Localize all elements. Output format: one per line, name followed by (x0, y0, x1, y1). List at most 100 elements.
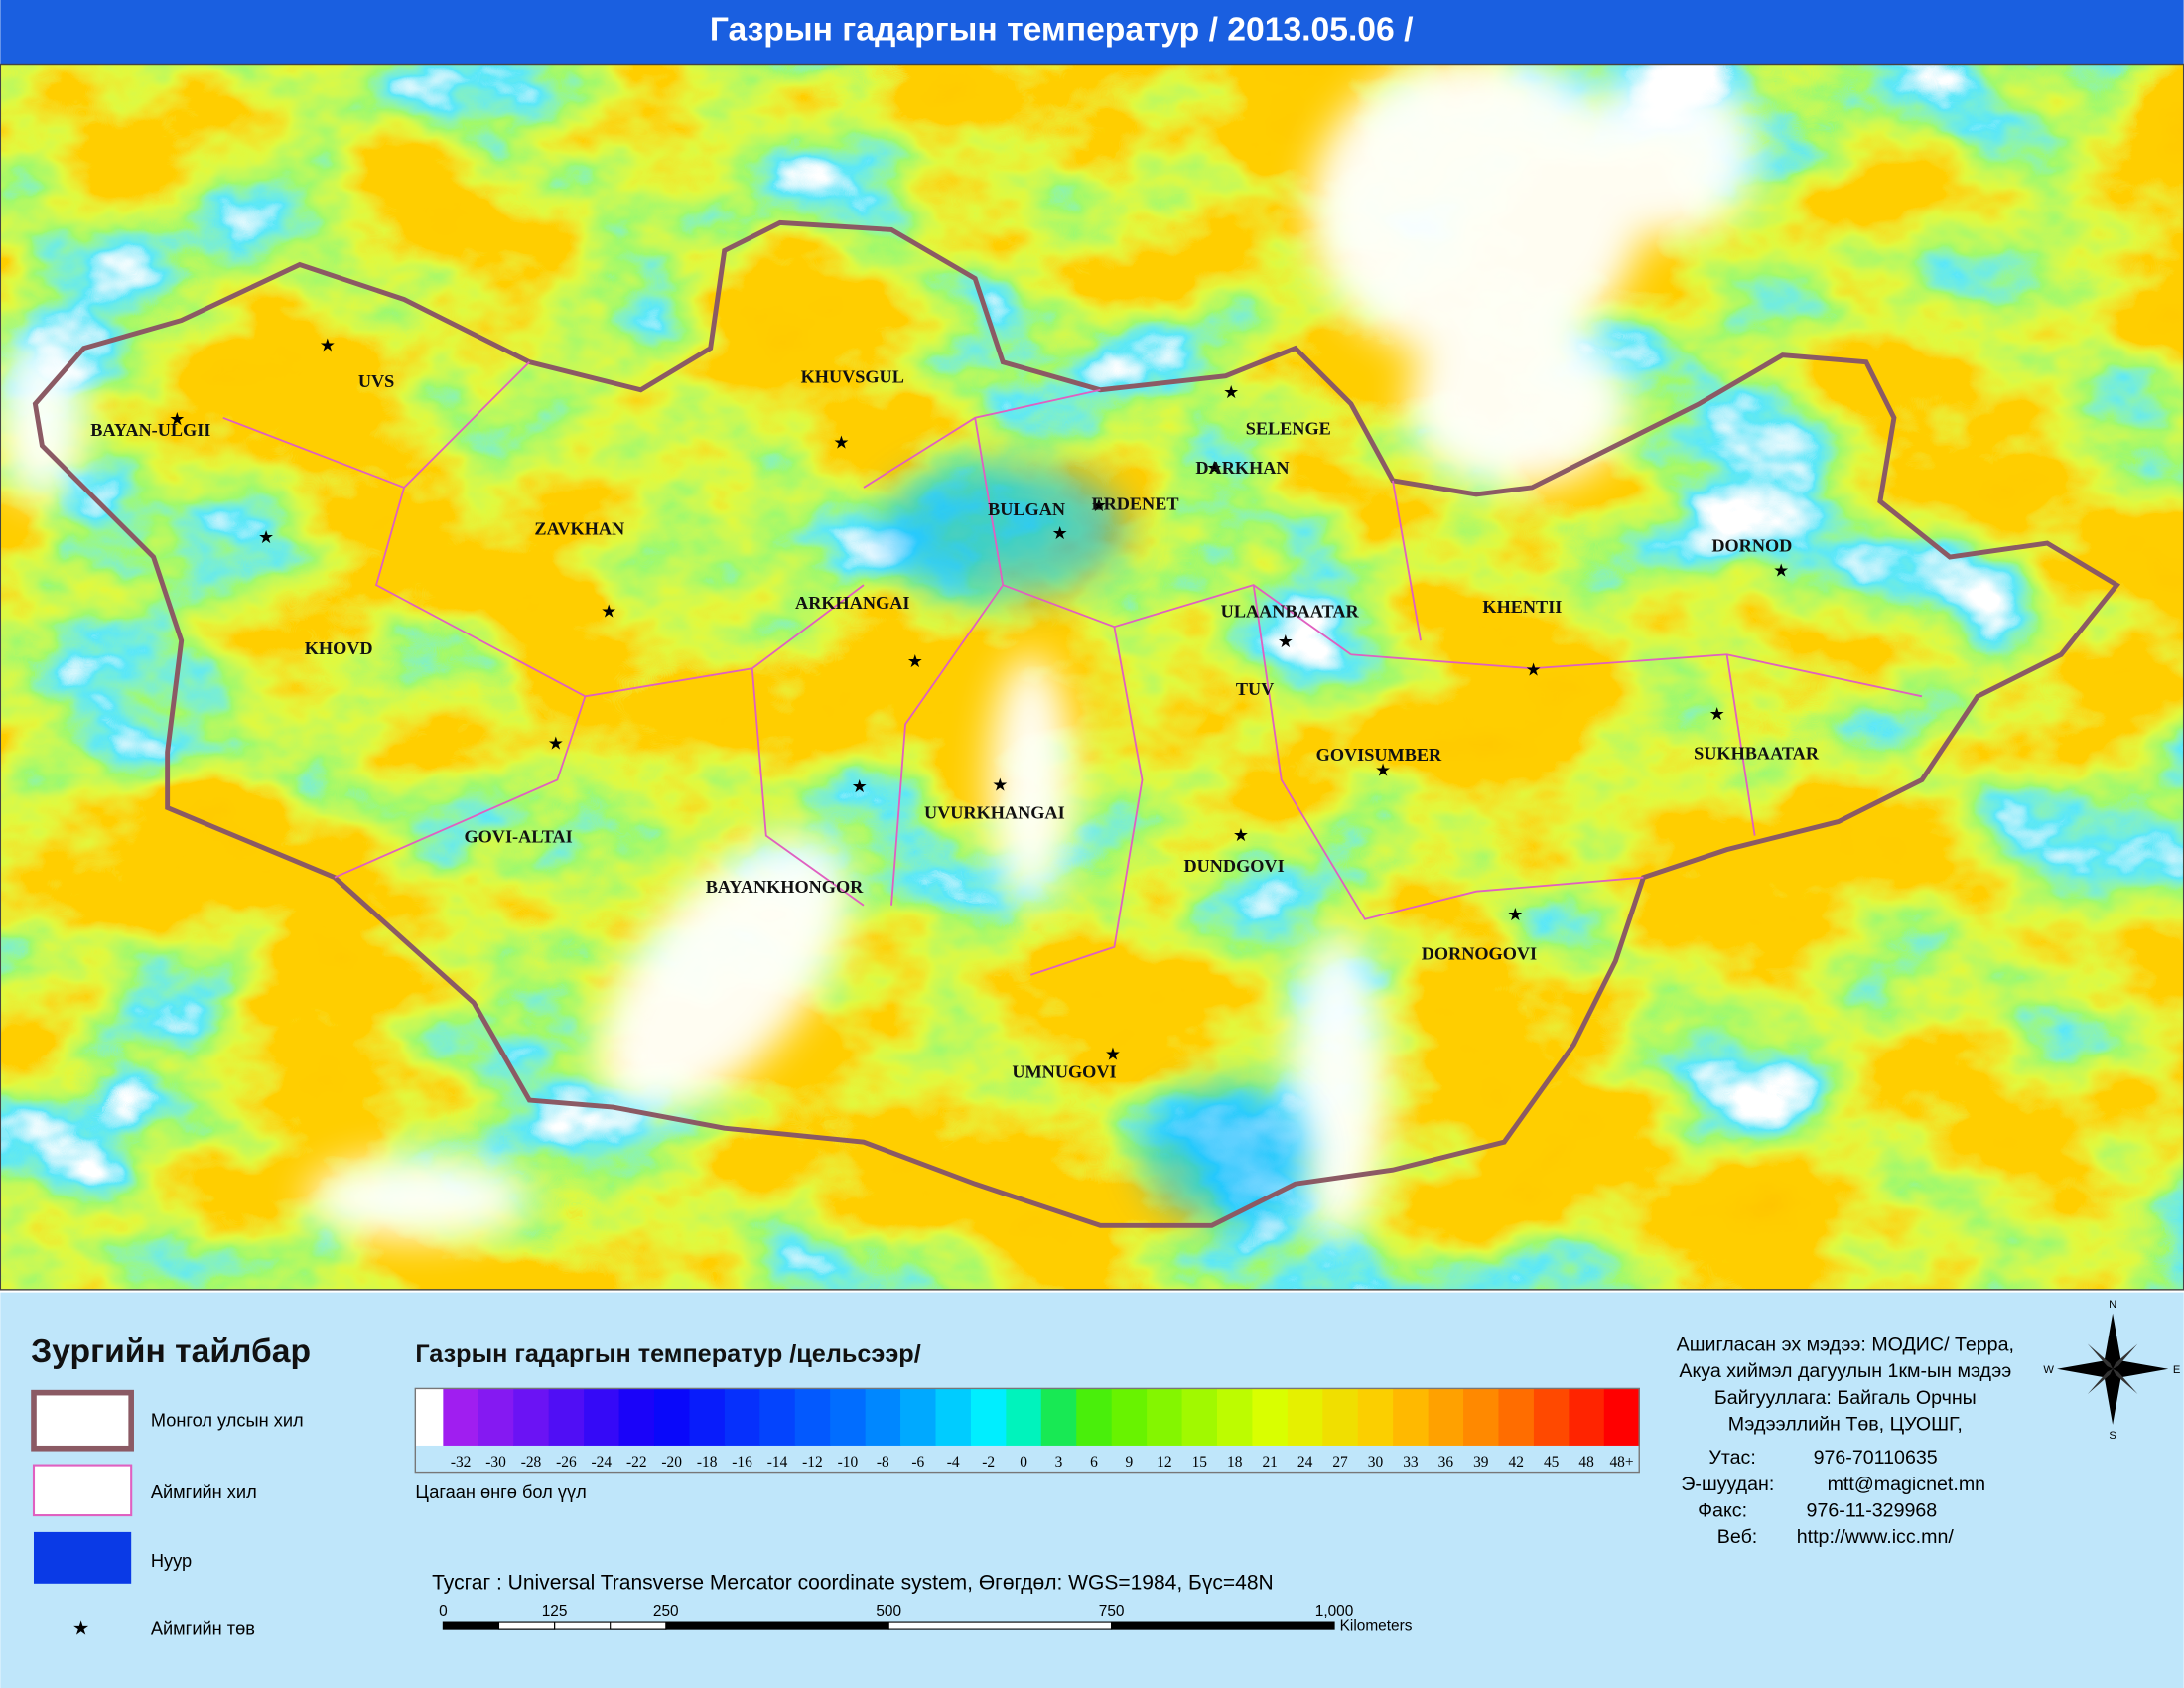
colorbar-label: -8 (877, 1454, 889, 1471)
aimag-label: KHOVD (305, 638, 373, 658)
aimag-label: ARKHANGAI (795, 593, 909, 613)
colorbar-cell (1428, 1388, 1464, 1446)
aimag-label: UVURKHANGAI (924, 803, 1065, 823)
contact-value: http://www.icc.mn/ (1797, 1526, 1955, 1548)
colorbar-label: 48 (1578, 1454, 1594, 1471)
colorbar-label: -10 (838, 1454, 859, 1471)
aimag-center-star: ★ (1709, 703, 1725, 724)
aimag-label: SUKHBAATAR (1694, 743, 1820, 763)
colorbar-cell (935, 1388, 972, 1446)
aimag-label: ERDENET (1091, 493, 1178, 513)
colorbar-cell (900, 1388, 937, 1446)
colorbar-cell (1147, 1388, 1183, 1446)
aimag-centers: ★ ★ ★ ★ ★ ★ ★ ★ ★ ★ ★ ★ ★ ★ ★ ★ ★ ★ ★ ★ ★ (169, 334, 1789, 1063)
colorbar-label: -14 (767, 1454, 788, 1471)
colorbar-cell (584, 1388, 620, 1446)
colorbar-cell (478, 1388, 514, 1446)
contact-label: Веб: (1717, 1526, 1757, 1548)
aimag-label: BULGAN (988, 499, 1065, 519)
colorbar-cell (1357, 1388, 1394, 1446)
colorbar-title: Газрын гадаргын температур /цельсээр/ (415, 1340, 920, 1368)
colorbar-cell (1006, 1388, 1042, 1446)
aimag-label: SELENGE (1246, 419, 1331, 439)
colorbar-label: 3 (1055, 1454, 1063, 1471)
colorbar-label: 6 (1090, 1454, 1098, 1471)
colorbar-label: -30 (485, 1454, 506, 1471)
scale-segment (887, 1621, 1113, 1630)
colorbar-cell (618, 1388, 655, 1446)
colorbar-label: 45 (1544, 1454, 1560, 1471)
aimag-center-star: ★ (1091, 494, 1107, 515)
colorbar-label: -2 (982, 1454, 995, 1471)
aimag-center-star: ★ (852, 775, 868, 796)
colorbar-label: -24 (592, 1454, 613, 1471)
colorbar-label: -12 (802, 1454, 823, 1471)
aimag-center-star: ★ (1525, 658, 1541, 679)
colorbar-label: 33 (1403, 1454, 1419, 1471)
colorbar-cell (548, 1388, 585, 1446)
aimag-center-star: ★ (1233, 824, 1249, 845)
aimag-center-star: ★ (1507, 904, 1523, 924)
colorbar-cell (865, 1388, 901, 1446)
colorbar-label: 21 (1262, 1454, 1277, 1471)
colorbar-label: 48+ (1609, 1454, 1633, 1471)
contact-label: Э-шуудан: (1681, 1474, 1774, 1495)
colorbar-cell (1181, 1388, 1218, 1446)
contact-value: 976-11-329968 (1807, 1499, 1938, 1521)
aimag-label: DORNOD (1711, 535, 1792, 555)
temperature-raster (0, 64, 2184, 1290)
scale-label: 500 (876, 1603, 901, 1619)
colorbar-cell (1463, 1388, 1500, 1446)
scale-label: 750 (1099, 1603, 1125, 1619)
scale-segment (1111, 1621, 1335, 1630)
colorbar-label: -26 (556, 1454, 577, 1471)
colorbar-label: 36 (1438, 1454, 1454, 1471)
contact-label: Утас: (1708, 1447, 1755, 1469)
country-border (32, 219, 2121, 1228)
projection: Тусгаг : Universal Transverse Mercator c… (432, 1571, 1274, 1594)
colorbar-cell (1111, 1388, 1148, 1446)
aimag-label: ULAANBAATAR (1221, 601, 1360, 621)
colorbar-cell (443, 1388, 479, 1446)
colorbar-cell (1040, 1388, 1077, 1446)
aimag-label: BAYANKHONGOR (706, 877, 864, 897)
colorbar-label: -18 (697, 1454, 718, 1471)
aimag-center-star: ★ (1773, 560, 1789, 581)
scale-segment (497, 1621, 556, 1630)
colorbar-frame (414, 1387, 1640, 1474)
aimag-center-star: ★ (1105, 1043, 1121, 1063)
colorbar-cell (830, 1388, 867, 1446)
colorbar-note: Цагаан өнгө бол үүл (415, 1481, 586, 1502)
info-line: Ашигласан эх мэдээ: МОДИС/ Терра, (1677, 1335, 2014, 1356)
legend-item: Монгол улсын хил (151, 1409, 304, 1430)
colorbar-cell (759, 1388, 796, 1446)
contact-value: mtt@magicnet.mn (1828, 1474, 1986, 1495)
compass: N E S W (2043, 1299, 2180, 1442)
scale-label: 0 (439, 1603, 448, 1619)
aimag-label: DUNDGOVI (1183, 856, 1284, 876)
colorbar-label: 42 (1509, 1454, 1524, 1471)
colorbar-cloud-cell (415, 1388, 444, 1446)
aimag-label: DORNOGOVI (1422, 943, 1537, 963)
aimag-label: UMNUGOVI (1012, 1062, 1116, 1082)
scale-unit: Kilometers (1340, 1618, 1413, 1634)
colorbar-cell (689, 1388, 726, 1446)
colorbar: -32 -30 -28 -26 -24 -22 -20 -18 -16 -14 -12 -10 -8 -6… (414, 1387, 1640, 1474)
aimag-center-star: ★ (992, 774, 1008, 795)
scale-label: 1,000 (1315, 1603, 1354, 1619)
colorbar-label: 9 (1126, 1454, 1134, 1471)
aimag-label: KHUVSGUL (801, 367, 904, 387)
scale-label: 250 (653, 1603, 679, 1619)
colorbar-label: -16 (732, 1454, 752, 1471)
colorbar-cell (1498, 1388, 1535, 1446)
colorbar-label: -20 (661, 1454, 682, 1471)
aimag-center-star: ★ (601, 600, 616, 621)
aimag-center-star: ★ (907, 650, 923, 671)
colorbar-label: -28 (521, 1454, 542, 1471)
colorbar-label: 12 (1157, 1454, 1171, 1471)
aimag-label: KHENTII (1482, 597, 1562, 617)
aimag-label: BAYAN-ULGII (90, 420, 210, 440)
